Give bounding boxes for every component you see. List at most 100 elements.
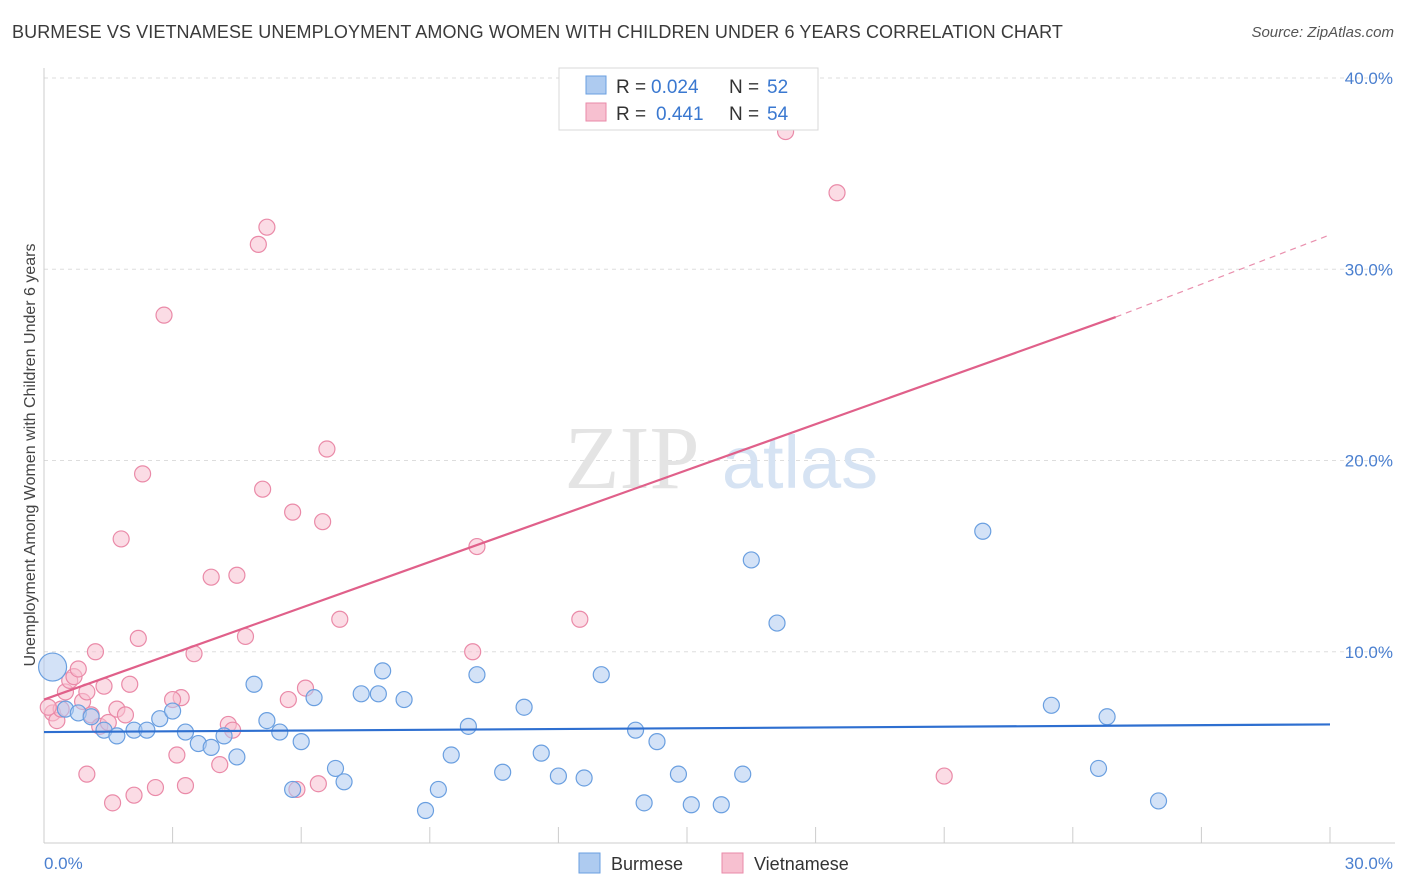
vietnamese-point-37 (279, 690, 297, 709)
burmese-point-51 (1149, 792, 1168, 810)
vietnamese-point-14 (103, 794, 122, 812)
burmese-point-47 (974, 522, 992, 540)
burmese-point-8 (151, 710, 169, 728)
burmese-point-44 (742, 551, 760, 569)
vietnamese-point-44 (331, 610, 349, 628)
watermark-atlas: atlas (722, 421, 878, 504)
vietnamese-point-51 (935, 767, 953, 785)
legend-swatch-burmese (585, 75, 607, 95)
vietnamese-point-38 (284, 503, 302, 521)
vietnamese-point-24 (168, 746, 186, 764)
vietnamese-point-42 (314, 513, 332, 531)
burmese-point-35 (575, 769, 593, 787)
vietnamese-point-16 (112, 530, 130, 548)
vietnamese-point-33 (236, 627, 255, 646)
grid-lines (44, 77, 1390, 653)
vietnamese-point-41 (309, 775, 327, 793)
legend-n-value-vietnamese: 54 (767, 104, 789, 125)
burmese-point-49 (1089, 759, 1108, 778)
legend-n-value-burmese: 52 (767, 77, 788, 98)
burmese-point-39 (648, 733, 666, 751)
vietnamese-point-45 (78, 765, 96, 783)
burmese-points (37, 522, 1168, 820)
y-tick-label-2: 30.0% (1345, 260, 1393, 279)
vietnamese-point-6 (69, 660, 87, 678)
burmese-point-41 (682, 796, 700, 814)
vietnamese-point-26 (176, 777, 195, 795)
vietnamese-trend-extension (1115, 234, 1331, 318)
burmese-point-43 (734, 765, 752, 783)
watermark-zip: ZIP (565, 409, 700, 508)
vietnamese-point-35 (254, 480, 272, 498)
vietnamese-point-53 (39, 698, 57, 716)
vietnamese-point-20 (129, 629, 147, 647)
burmese-point-22 (352, 685, 370, 703)
burmese-point-16 (258, 711, 276, 730)
vietnamese-point-50 (828, 184, 846, 202)
vietnamese-point-34 (249, 235, 267, 253)
vietnamese-trend-line (43, 316, 1117, 701)
legend-n-label-burmese: N = (729, 77, 759, 98)
legend-r-value-burmese: 0.024 (651, 77, 699, 98)
burmese-point-37 (626, 721, 645, 739)
burmese-point-17 (271, 723, 289, 741)
burmese-point-3 (82, 708, 100, 726)
vietnamese-point-36 (258, 218, 276, 236)
vietnamese-point-28 (202, 568, 220, 586)
vietnamese-point-32 (228, 566, 246, 584)
bottom-legend-swatch-vietnamese (721, 852, 744, 874)
burmese-point-26 (416, 801, 435, 820)
burmese-point-29 (459, 717, 477, 735)
burmese-point-25 (395, 690, 413, 709)
burmese-point-5 (108, 727, 126, 745)
vietnamese-point-19 (125, 786, 143, 804)
x-tick-label-0: 0.0% (44, 854, 83, 873)
burmese-point-48 (1042, 696, 1060, 714)
burmese-point-20 (326, 759, 345, 778)
burmese-point-19 (305, 689, 323, 707)
series-legend: Burmese Vietnamese (578, 852, 849, 874)
y-tick-label-3: 40.0% (1345, 69, 1393, 88)
y-axis-label: Unemployment Among Women with Children U… (22, 243, 39, 666)
burmese-point-7 (138, 721, 156, 739)
burmese-point-32 (515, 698, 533, 716)
vietnamese-point-21 (133, 465, 152, 483)
source-label: Source: ZipAtlas.com (1251, 24, 1394, 41)
legend-n-label-vietnamese: N = (729, 104, 759, 125)
correlation-legend: R = 0.024 N = 52 R = 0.441 N = 54 (558, 67, 819, 131)
y-tick-label-0: 10.0% (1345, 643, 1393, 662)
vietnamese-point-23 (155, 306, 173, 324)
burmese-point-12 (202, 738, 220, 756)
legend-swatch-vietnamese (585, 102, 607, 122)
vietnamese-point-10 (86, 643, 105, 661)
bottom-legend-vietnamese: Vietnamese (754, 854, 849, 874)
vietnamese-point-29 (211, 755, 229, 774)
burmese-point-31 (494, 763, 512, 781)
bottom-legend-burmese: Burmese (611, 854, 683, 874)
burmese-point-24 (374, 662, 392, 680)
legend-r-label-burmese: R = (616, 77, 646, 98)
legend-r-value-vietnamese: 0.441 (656, 104, 704, 125)
vietnamese-point-48 (571, 610, 589, 628)
vietnamese-point-46 (464, 643, 482, 661)
vietnamese-point-22 (146, 778, 165, 797)
burmese-trend-line (43, 723, 1331, 734)
burmese-point-40 (669, 765, 688, 783)
tick-labels: 10.0% 20.0% 30.0% 40.0% 0.0% 30.0% (44, 69, 1393, 873)
vietnamese-point-17 (116, 706, 135, 724)
burmese-point-21 (335, 773, 353, 791)
burmese-point-34 (549, 767, 568, 785)
burmese-point-36 (592, 666, 610, 684)
burmese-point-0 (37, 652, 68, 682)
burmese-point-45 (768, 614, 786, 632)
burmese-point-9 (164, 702, 182, 720)
bottom-legend-swatch-burmese (578, 852, 601, 874)
burmese-point-42 (712, 796, 730, 814)
axes (43, 68, 1395, 844)
burmese-point-33 (532, 744, 550, 762)
y-tick-label-1: 20.0% (1345, 452, 1393, 471)
burmese-point-30 (468, 666, 486, 684)
legend-r-label-vietnamese: R = (616, 104, 646, 125)
vietnamese-point-43 (318, 440, 336, 458)
